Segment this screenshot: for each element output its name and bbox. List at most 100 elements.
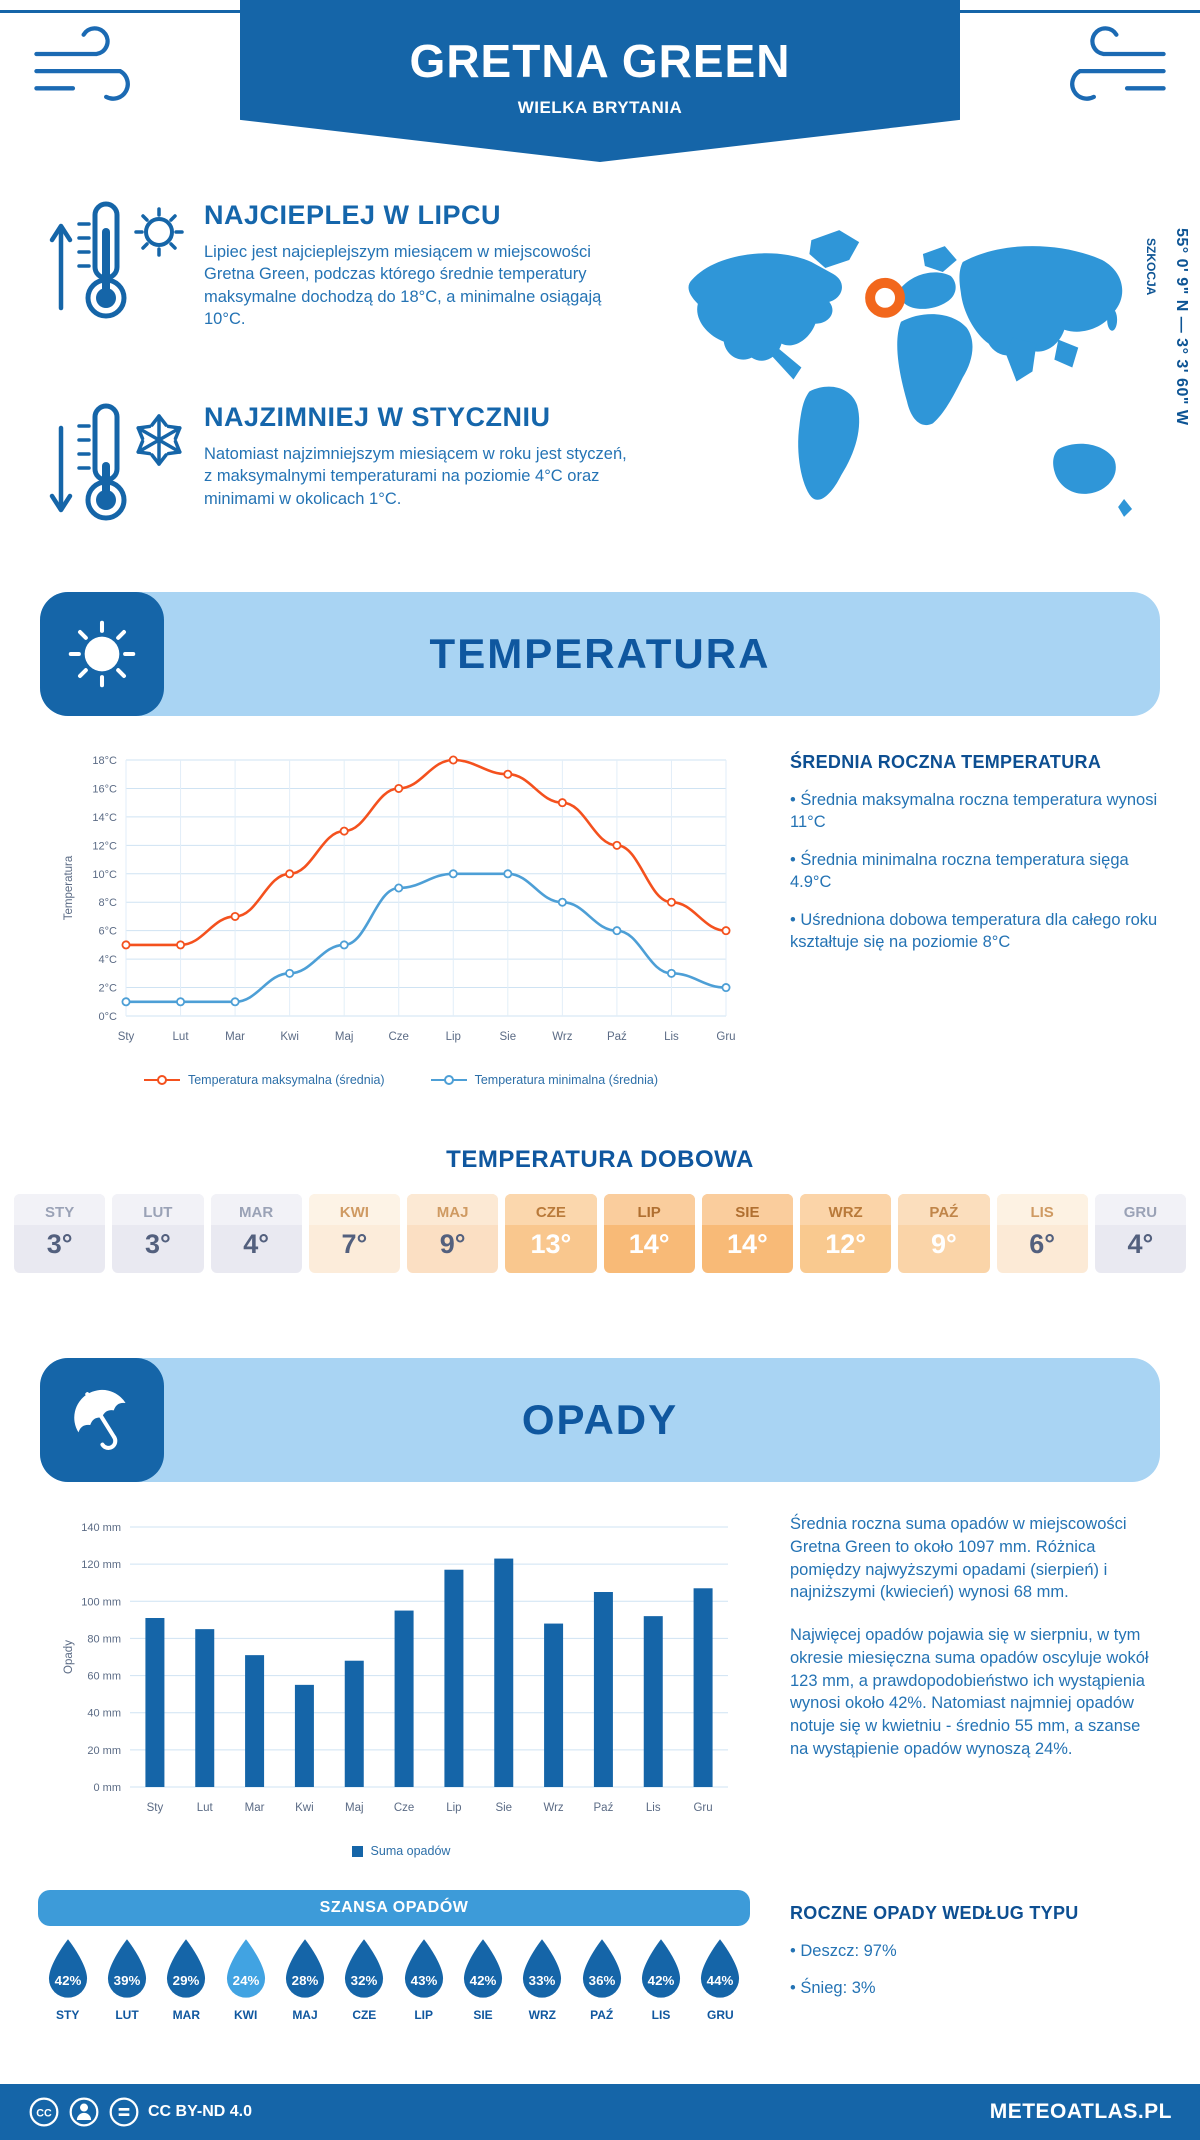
- droplet-icon: 42%: [48, 1939, 87, 1998]
- daily-temp-value: 7°: [341, 1229, 368, 1259]
- svg-text:Kwi: Kwi: [295, 1802, 314, 1814]
- daily-temp-value: 14°: [628, 1229, 670, 1259]
- svg-text:140 mm: 140 mm: [81, 1522, 121, 1534]
- precipitation-banner: OPADY: [40, 1358, 1160, 1482]
- warmest-title: NAJCIEPLEJ W LIPCU: [204, 200, 502, 230]
- droplet-month-label: WRZ: [528, 2008, 556, 2022]
- svg-text:33%: 33%: [529, 1973, 556, 1988]
- svg-text:2°C: 2°C: [99, 983, 118, 995]
- license-label: CC BY-ND 4.0: [148, 2103, 253, 2120]
- legend-item: Suma opadów: [351, 1844, 450, 1858]
- rain-chance-item: 42% SIE: [453, 1938, 512, 2022]
- svg-text:43%: 43%: [410, 1973, 437, 1988]
- svg-text:0°C: 0°C: [99, 1011, 118, 1023]
- temperature-banner-title: TEMPERATURA: [429, 630, 771, 677]
- umbrella-icon: [40, 1358, 164, 1482]
- rain-chance-item: 39% LUT: [97, 1938, 156, 2022]
- svg-text:Lip: Lip: [446, 1802, 461, 1814]
- daily-temp-value: 9°: [439, 1229, 466, 1259]
- svg-text:42%: 42%: [470, 1973, 497, 1988]
- droplet-month-label: CZE: [352, 2008, 377, 2022]
- legend-item: Temperatura maksymalna (średnia): [143, 1073, 385, 1087]
- droplet-month-label: STY: [55, 2008, 80, 2022]
- daily-temp-column: MAR 4°: [210, 1194, 302, 1273]
- svg-text:4°C: 4°C: [99, 954, 118, 966]
- droplet-icon: 42%: [641, 1939, 681, 1998]
- daily-temperature-title: TEMPERATURA DOBOWA: [446, 1146, 754, 1173]
- cc-nd-icon: [109, 2097, 139, 2127]
- wind-icon: [1070, 26, 1166, 101]
- svg-text:36%: 36%: [588, 1973, 615, 1988]
- daily-temp-value: 14°: [726, 1229, 768, 1259]
- svg-text:Lis: Lis: [646, 1802, 661, 1814]
- svg-text:6°C: 6°C: [99, 926, 118, 938]
- svg-text:Mar: Mar: [245, 1802, 265, 1814]
- daily-temp-month: CZE: [505, 1194, 597, 1225]
- daily-temp-month: STY: [14, 1194, 106, 1225]
- daily-temp-column: LIP 14°: [603, 1194, 695, 1273]
- cc-by-person-icon: [69, 2097, 99, 2127]
- svg-text:Sie: Sie: [495, 1802, 512, 1814]
- svg-text:Lut: Lut: [197, 1802, 214, 1814]
- legend-item: Temperatura minimalna (średnia): [430, 1073, 658, 1087]
- text-item: Średnia maksymalna roczna temperatura wy…: [790, 789, 1162, 834]
- temperature-line-chart: 0°C 2°C 4°C 6°C 8°C 10°C 12°C 14°C 16°C 18°C Tempe…: [63, 755, 736, 1043]
- droplet-month-label: LIS: [651, 2008, 671, 2022]
- svg-text:Gru: Gru: [693, 1802, 712, 1814]
- wind-icon: [34, 26, 130, 101]
- text-item: Śnieg: 3%: [790, 1977, 1162, 1999]
- daily-temp-value: 4°: [1127, 1229, 1154, 1259]
- droplet-icon: 24%: [226, 1939, 265, 1998]
- droplet-icon: 39%: [107, 1939, 147, 1998]
- svg-text:Cze: Cze: [389, 1031, 409, 1043]
- coldest-title: NAJZIMNIEJ W STYCZNIU: [204, 402, 551, 432]
- svg-text:32%: 32%: [351, 1973, 378, 1988]
- svg-text:60 mm: 60 mm: [87, 1671, 121, 1683]
- droplet-month-label: PAŹ: [590, 2008, 614, 2022]
- precipitation-bar-chart: 0 mm 20 mm 40 mm 60 mm 80 mm 100 mm 120 mm 140 …: [63, 1522, 728, 1814]
- svg-text:Cze: Cze: [394, 1802, 414, 1814]
- rain-chance-item: 44% GRU: [691, 1938, 750, 2022]
- temperature-chart-legend: Temperatura maksymalna (średnia) Temperat…: [56, 1073, 746, 1087]
- coldest-text: Natomiast najzimniejszym miesiącem w rok…: [204, 445, 627, 508]
- daily-temp-value: 4°: [243, 1229, 270, 1259]
- page-subtitle: WIELKA BRYTANIA: [517, 98, 683, 117]
- svg-text:Gru: Gru: [716, 1031, 735, 1043]
- location-marker: [865, 277, 905, 318]
- warmest-section: NAJCIEPLEJ W LIPCU Lipiec jest najcieple…: [42, 196, 672, 344]
- svg-text:80 mm: 80 mm: [87, 1633, 121, 1645]
- daily-temp-column: CZE 13°: [505, 1194, 597, 1273]
- droplet-icon: 36%: [582, 1939, 621, 1998]
- svg-text:42%: 42%: [648, 1973, 675, 1988]
- svg-text:100 mm: 100 mm: [81, 1596, 121, 1608]
- daily-temp-column: GRU 4°: [1094, 1194, 1186, 1273]
- coldest-section: NAJZIMNIEJ W STYCZNIU Natomiast najzimni…: [42, 398, 672, 546]
- daily-temp-column: PAŹ 9°: [898, 1194, 990, 1273]
- svg-text:Lis: Lis: [664, 1031, 679, 1043]
- precipitation-banner-title: OPADY: [521, 1396, 679, 1443]
- daily-temp-column: LUT 3°: [112, 1194, 204, 1273]
- temperature-banner: TEMPERATURA: [40, 592, 1160, 716]
- droplet-month-label: MAR: [172, 2008, 200, 2022]
- svg-text:0 mm: 0 mm: [94, 1782, 122, 1794]
- svg-text:44%: 44%: [707, 1973, 734, 1988]
- title-banner: GRETNA GREEN WIELKA BRYTANIA: [240, 0, 960, 162]
- svg-text:Opady: Opady: [63, 1640, 75, 1674]
- precipitation-chart-legend: Suma opadów: [56, 1844, 746, 1858]
- rain-chance-title: SZANSA OPADÓW: [38, 1890, 750, 1926]
- license-block: CC CC BY-ND 4.0: [28, 2096, 252, 2128]
- rain-chance-item: 28% MAJ: [275, 1938, 334, 2022]
- sun-icon: [40, 592, 164, 716]
- rain-chance-section: SZANSA OPADÓW 42% STY 39% LUT 29% MAR 24% KWI 28…: [38, 1890, 750, 2022]
- daily-temperature-table: STY 3° LUT 3° MAR 4° KWI 7° MAJ 9° CZE 13° LIP 14° SIE…: [14, 1194, 1186, 1273]
- svg-text:Sty: Sty: [147, 1802, 164, 1814]
- page-title: GRETNA GREEN: [409, 35, 791, 87]
- svg-text:Temperatura: Temperatura: [63, 855, 75, 920]
- text-item: Średnia roczna suma opadów w miejscowośc…: [790, 1515, 1127, 1602]
- daily-temp-month: WRZ: [800, 1194, 892, 1225]
- svg-text:28%: 28%: [292, 1973, 319, 1988]
- daily-temp-month: KWI: [308, 1194, 400, 1225]
- rain-chance-item: 36% PAŹ: [572, 1938, 631, 2022]
- daily-temp-month: SIE: [701, 1194, 793, 1225]
- map-region-label: SZKOCJA: [1144, 238, 1158, 296]
